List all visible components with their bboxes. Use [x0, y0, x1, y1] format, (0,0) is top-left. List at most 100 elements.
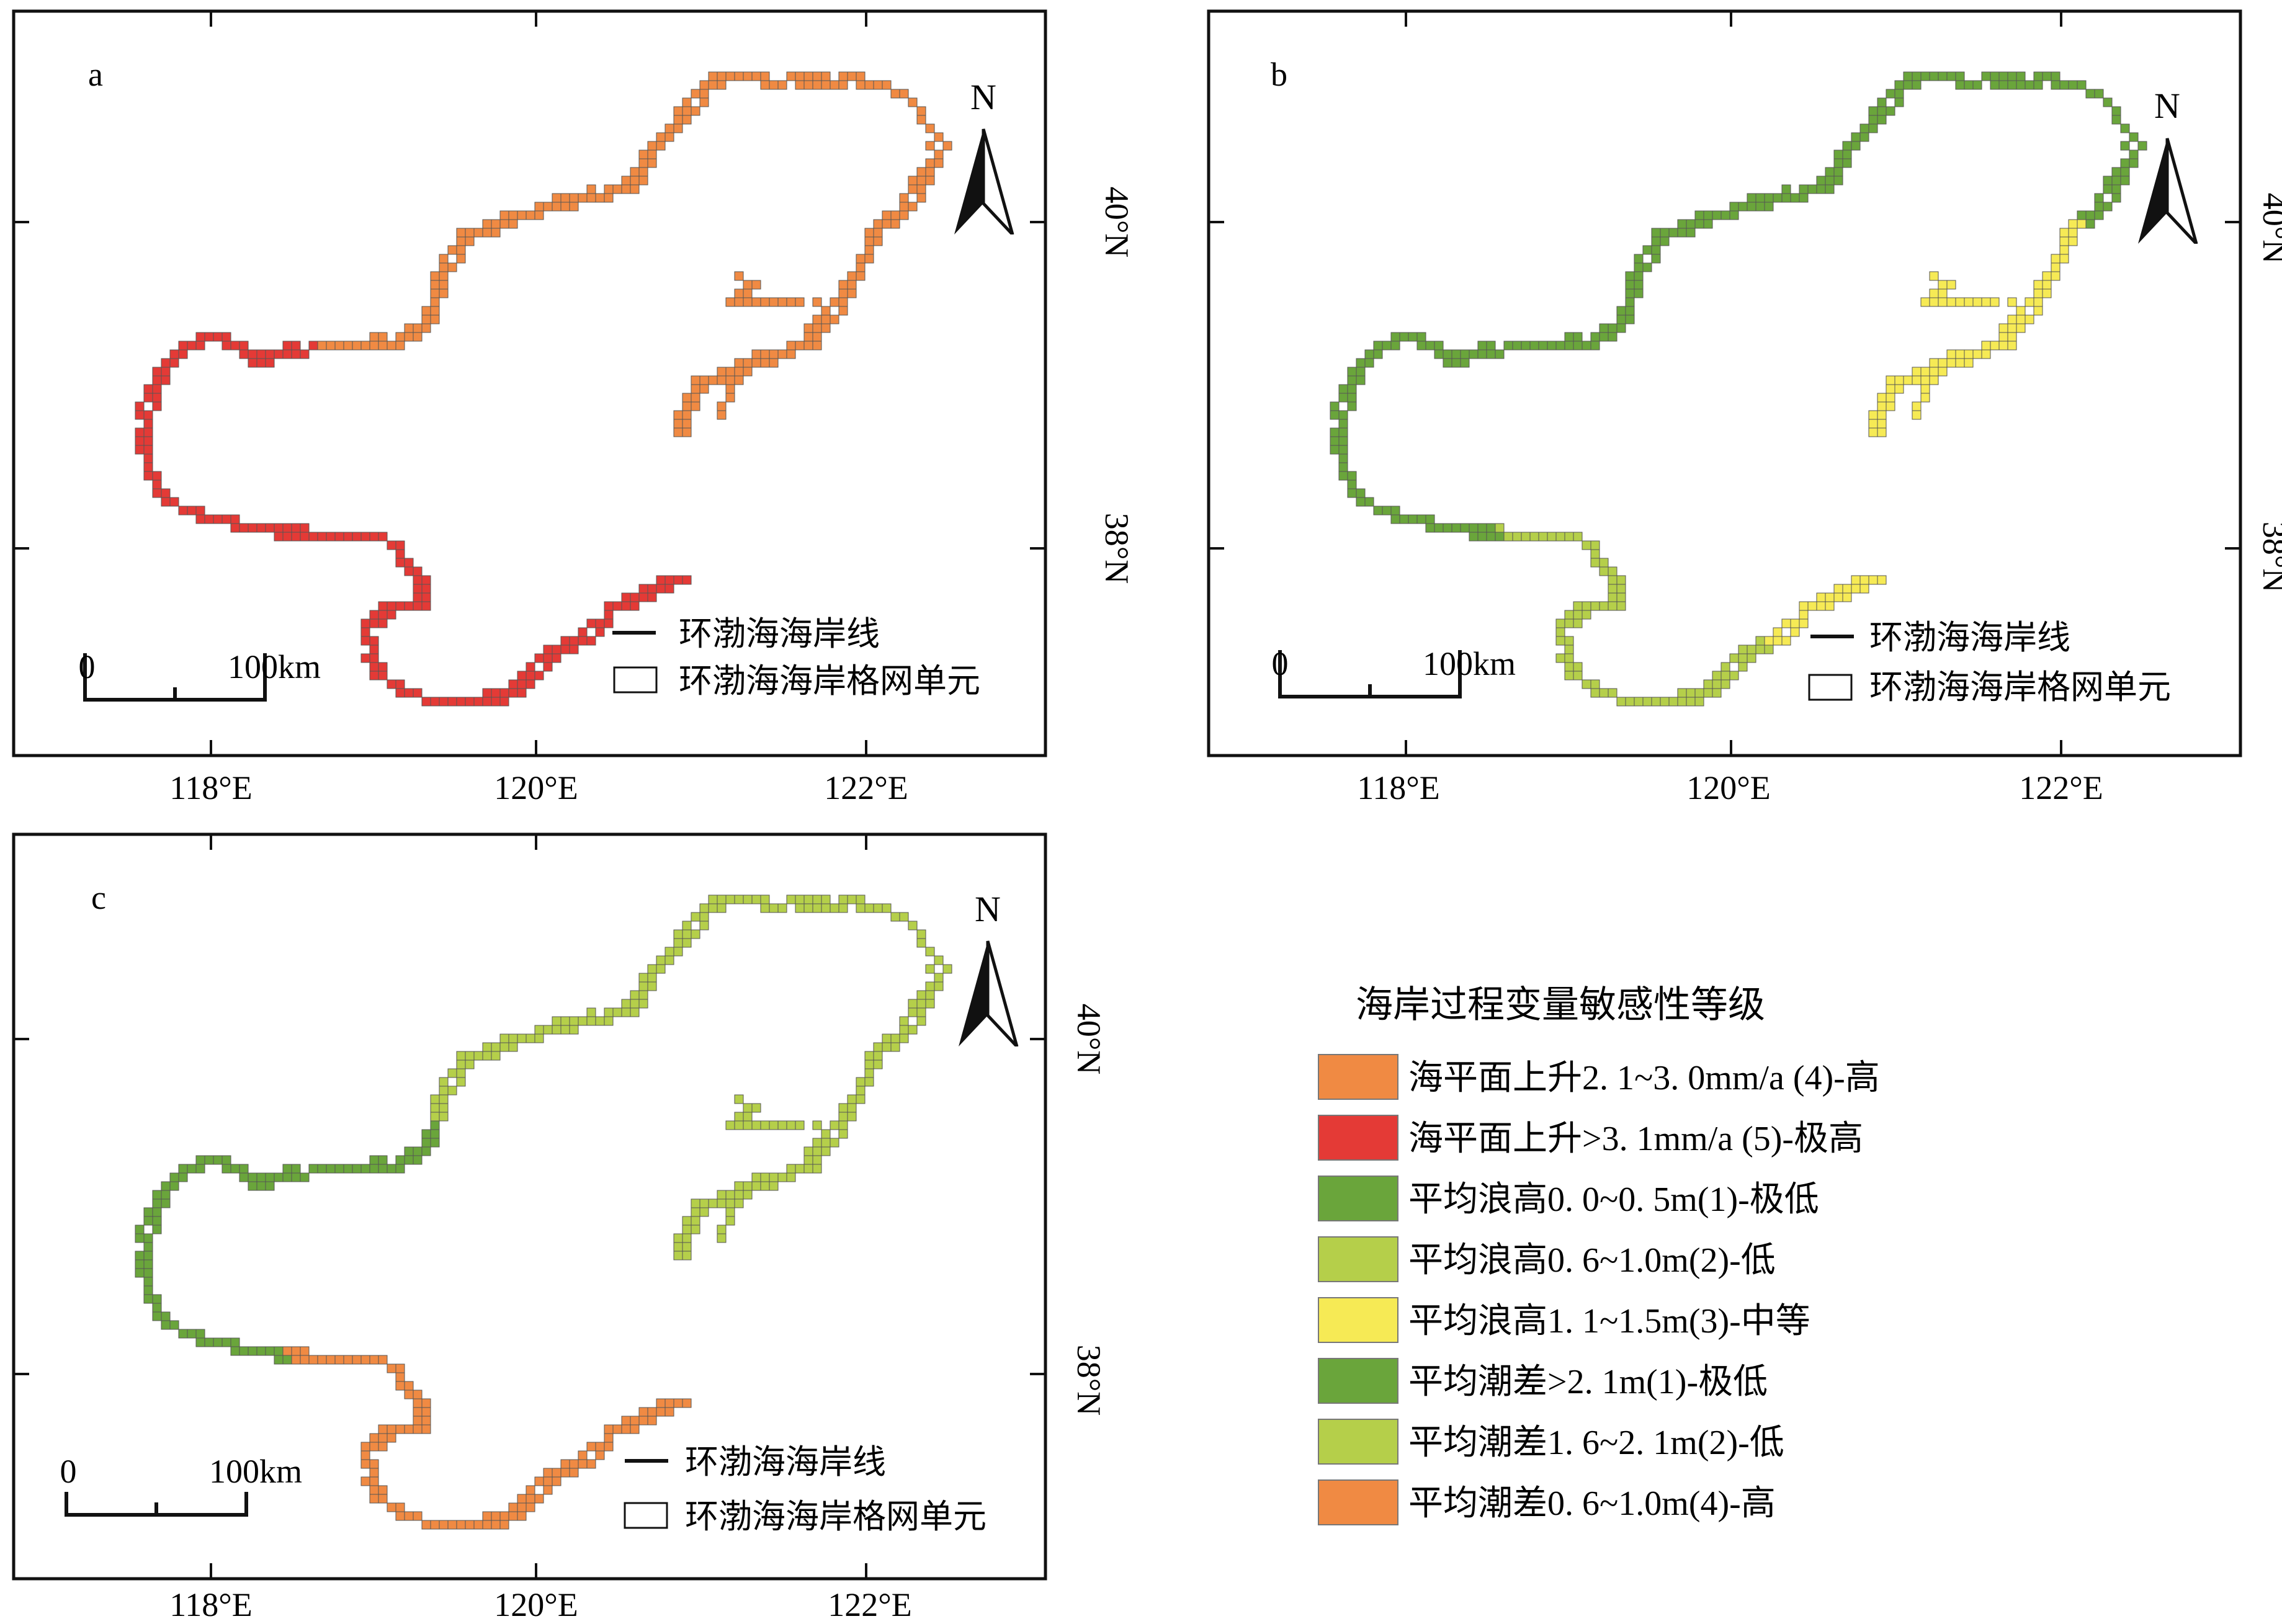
- grid-cell: [230, 523, 240, 533]
- grid-cell: [1894, 89, 1904, 99]
- map-legend: 环渤海海岸线 环渤海海岸格网单元: [624, 1443, 987, 1535]
- grid-cell: [1347, 471, 1357, 481]
- grid-cell: [534, 1476, 544, 1486]
- grid-cell: [152, 480, 162, 489]
- grid-cell: [552, 1025, 562, 1035]
- grid-cell: [213, 332, 223, 342]
- coastline-grid: [135, 895, 952, 1530]
- grid-cell: [378, 532, 388, 542]
- grid-cell: [1703, 679, 1713, 689]
- grid-cell: [1729, 653, 1739, 663]
- grid-cell: [1616, 306, 1626, 316]
- grid-cell: [743, 358, 753, 368]
- grid-cell: [873, 903, 883, 913]
- grid-cell: [1555, 636, 1565, 646]
- grid-cell: [847, 271, 857, 281]
- grid-cell: [1912, 401, 1922, 411]
- grid-cell: [630, 1424, 640, 1434]
- grid-cell: [413, 1416, 423, 1425]
- grid-cell: [1573, 618, 1583, 628]
- grid-cell: [387, 1363, 396, 1373]
- grid-cell: [717, 401, 727, 411]
- grid-cell: [682, 938, 692, 948]
- grid-cell: [221, 1337, 231, 1347]
- grid-cell: [465, 1520, 475, 1530]
- grid-cell: [1877, 419, 1887, 429]
- grid-cell: [1773, 636, 1783, 646]
- grid-cell: [1529, 341, 1539, 350]
- grid-cell: [2042, 288, 2052, 298]
- grid-cell: [526, 671, 535, 680]
- grid-cell: [882, 1033, 892, 1043]
- grid-cell: [795, 903, 805, 913]
- grid-cell: [621, 601, 631, 611]
- grid-cell: [1582, 610, 1591, 620]
- grid-cell: [369, 653, 379, 663]
- grid-cell: [282, 523, 292, 533]
- grid-cell: [1564, 341, 1574, 350]
- grid-cell: [1868, 123, 1878, 133]
- grid-cell: [1990, 341, 2000, 350]
- grid-cell: [1495, 349, 1505, 359]
- grid-cell: [152, 367, 162, 377]
- grid-cell: [1946, 358, 1956, 368]
- grid-cell: [195, 341, 205, 350]
- grid-cell: [2007, 332, 2017, 342]
- grid-cell: [2077, 219, 2087, 229]
- grid-cell: [821, 1129, 831, 1139]
- grid-cell: [942, 141, 952, 151]
- grid-cell: [143, 1268, 153, 1278]
- grid-cell: [447, 697, 457, 707]
- grid-cell: [1981, 341, 1991, 350]
- grid-cell: [1886, 106, 1895, 116]
- grid-cell: [673, 419, 683, 429]
- grid-cell: [404, 1390, 414, 1399]
- grid-cell: [508, 1042, 518, 1052]
- lon-ticks: 118°E 120°E 122°E: [1357, 11, 2103, 806]
- grid-cell: [291, 349, 301, 359]
- grid-cell: [734, 895, 744, 904]
- legend-swatch-t2: [1318, 1419, 1398, 1465]
- grid-cell: [1616, 584, 1626, 594]
- grid-cell: [1373, 349, 1383, 359]
- grid-cell: [2103, 176, 2113, 185]
- grid-cell: [421, 306, 431, 316]
- grid-cell: [682, 419, 692, 429]
- grid-cell: [430, 1129, 440, 1139]
- grid-cell: [647, 981, 657, 991]
- grid-cell: [2120, 141, 2130, 151]
- grid-cell: [734, 1120, 744, 1130]
- grid-cell: [2094, 193, 2104, 203]
- grid-cell: [1503, 532, 1513, 542]
- grid-cell: [1338, 445, 1348, 455]
- grid-cell: [717, 903, 727, 913]
- grid-cell: [691, 912, 700, 922]
- scale-bar: 0 100km: [60, 1453, 302, 1517]
- grid-cell: [456, 1051, 466, 1061]
- grid-cell: [1677, 228, 1687, 238]
- grid-cell: [795, 71, 805, 81]
- grid-cell: [526, 210, 535, 220]
- grid-cell: [812, 1164, 822, 1174]
- grid-cell: [1590, 549, 1600, 559]
- grid-cell: [300, 1355, 310, 1365]
- grid-cell: [143, 1294, 153, 1304]
- grid-cell: [812, 71, 822, 81]
- grid-cell: [725, 297, 735, 307]
- grid-cell: [1564, 645, 1574, 654]
- grid-cell: [1816, 592, 1826, 602]
- grid-cell: [803, 895, 813, 904]
- grid-cell: [2120, 158, 2130, 168]
- grid-cell: [152, 1190, 162, 1200]
- grid-cell: [1738, 202, 1748, 212]
- grid-cell: [656, 141, 666, 151]
- grid-cell: [604, 1442, 614, 1452]
- grid-cell: [847, 1094, 857, 1104]
- grid-cell: [612, 601, 622, 611]
- grid-cell: [1330, 401, 1340, 411]
- grid-cell: [169, 349, 179, 359]
- grid-cell: [2111, 106, 2121, 116]
- grid-cell: [925, 964, 935, 974]
- grid-cell: [1608, 575, 1618, 585]
- grid-cell: [830, 1138, 839, 1148]
